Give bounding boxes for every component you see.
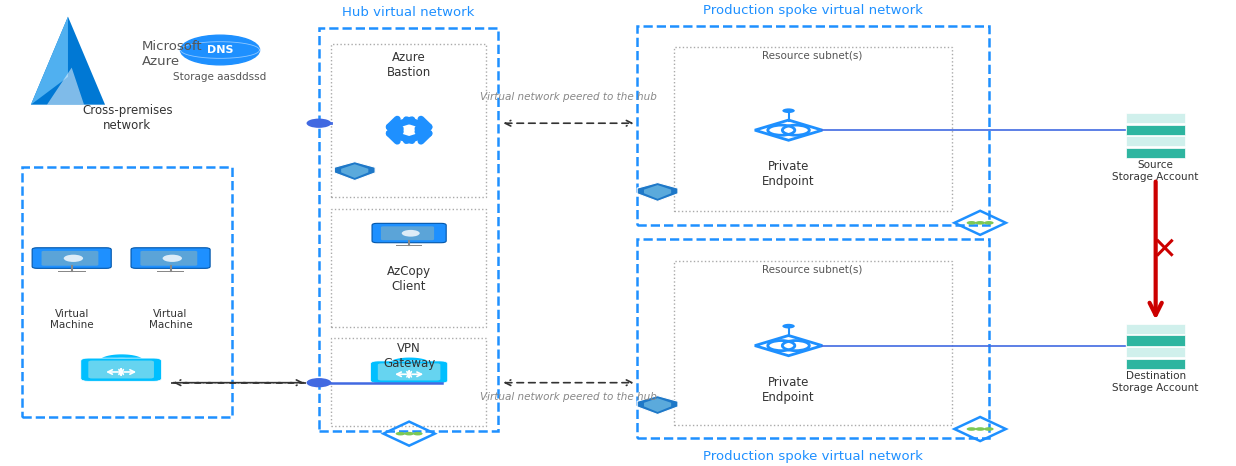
FancyBboxPatch shape bbox=[141, 251, 198, 266]
Circle shape bbox=[180, 35, 260, 65]
Text: AzCopy
Client: AzCopy Client bbox=[387, 265, 431, 293]
Text: Microsoft
Azure: Microsoft Azure bbox=[142, 40, 203, 68]
Text: Production spoke virtual network: Production spoke virtual network bbox=[703, 4, 923, 17]
Polygon shape bbox=[638, 183, 677, 201]
Text: Azure
Bastion: Azure Bastion bbox=[387, 51, 431, 79]
Circle shape bbox=[984, 221, 994, 225]
Text: Production spoke virtual network: Production spoke virtual network bbox=[703, 450, 923, 463]
Circle shape bbox=[404, 432, 414, 435]
Text: Private
Endpoint: Private Endpoint bbox=[763, 376, 815, 404]
Bar bbox=[1126, 124, 1185, 135]
Text: Resource subnet(s): Resource subnet(s) bbox=[763, 265, 863, 274]
Polygon shape bbox=[31, 17, 105, 105]
Text: Virtual
Machine: Virtual Machine bbox=[148, 308, 193, 330]
FancyBboxPatch shape bbox=[378, 363, 440, 380]
Text: Cross-premises
network: Cross-premises network bbox=[82, 104, 173, 132]
Bar bbox=[1126, 336, 1185, 346]
Bar bbox=[331, 209, 486, 327]
Text: ✕: ✕ bbox=[1152, 236, 1177, 265]
Circle shape bbox=[307, 118, 331, 128]
Polygon shape bbox=[638, 396, 677, 415]
FancyBboxPatch shape bbox=[42, 251, 99, 266]
FancyBboxPatch shape bbox=[381, 226, 434, 240]
Circle shape bbox=[413, 432, 423, 435]
FancyBboxPatch shape bbox=[88, 361, 154, 378]
Text: VPN
Gateway: VPN Gateway bbox=[383, 343, 435, 370]
Bar bbox=[1126, 136, 1185, 146]
Circle shape bbox=[396, 432, 405, 435]
FancyBboxPatch shape bbox=[80, 358, 162, 381]
Polygon shape bbox=[644, 398, 671, 412]
Bar bbox=[1126, 347, 1185, 357]
Circle shape bbox=[975, 221, 985, 225]
Circle shape bbox=[782, 324, 795, 329]
FancyBboxPatch shape bbox=[157, 271, 184, 272]
FancyBboxPatch shape bbox=[32, 248, 111, 268]
Bar bbox=[637, 26, 989, 225]
Bar bbox=[637, 239, 989, 439]
Polygon shape bbox=[341, 164, 368, 178]
FancyBboxPatch shape bbox=[371, 361, 447, 383]
Circle shape bbox=[984, 427, 994, 431]
Bar bbox=[1126, 113, 1185, 123]
Text: DNS: DNS bbox=[206, 45, 234, 55]
Bar bbox=[331, 44, 486, 198]
Circle shape bbox=[307, 378, 331, 387]
Text: Virtual network peered to the hub: Virtual network peered to the hub bbox=[480, 392, 658, 402]
Circle shape bbox=[782, 109, 795, 113]
Polygon shape bbox=[47, 68, 84, 105]
FancyBboxPatch shape bbox=[58, 271, 85, 272]
Text: Source
Storage Account: Source Storage Account bbox=[1112, 160, 1199, 182]
Text: Destination
Storage Account: Destination Storage Account bbox=[1112, 371, 1199, 393]
Text: Resource subnet(s): Resource subnet(s) bbox=[763, 50, 863, 61]
Circle shape bbox=[163, 255, 182, 262]
Circle shape bbox=[967, 221, 976, 225]
Bar bbox=[22, 167, 232, 418]
Text: Virtual
Machine: Virtual Machine bbox=[49, 308, 94, 330]
Polygon shape bbox=[334, 162, 375, 180]
Bar bbox=[1126, 359, 1185, 369]
Text: Hub virtual network: Hub virtual network bbox=[341, 6, 475, 19]
Bar bbox=[331, 338, 486, 426]
FancyBboxPatch shape bbox=[372, 223, 446, 243]
Text: Virtual network peered to the hub: Virtual network peered to the hub bbox=[480, 92, 658, 103]
Text: Storage aasddssd: Storage aasddssd bbox=[173, 72, 267, 82]
Polygon shape bbox=[31, 17, 68, 105]
Circle shape bbox=[64, 255, 83, 262]
Polygon shape bbox=[644, 185, 671, 199]
Bar bbox=[319, 28, 498, 432]
Bar bbox=[1126, 324, 1185, 334]
Bar bbox=[1126, 148, 1185, 158]
Bar bbox=[674, 261, 952, 425]
Text: Private
Endpoint: Private Endpoint bbox=[763, 160, 815, 188]
Bar bbox=[674, 47, 952, 211]
FancyBboxPatch shape bbox=[397, 245, 421, 246]
Circle shape bbox=[967, 427, 976, 431]
Circle shape bbox=[402, 230, 420, 237]
FancyBboxPatch shape bbox=[131, 248, 210, 268]
Circle shape bbox=[975, 427, 985, 431]
